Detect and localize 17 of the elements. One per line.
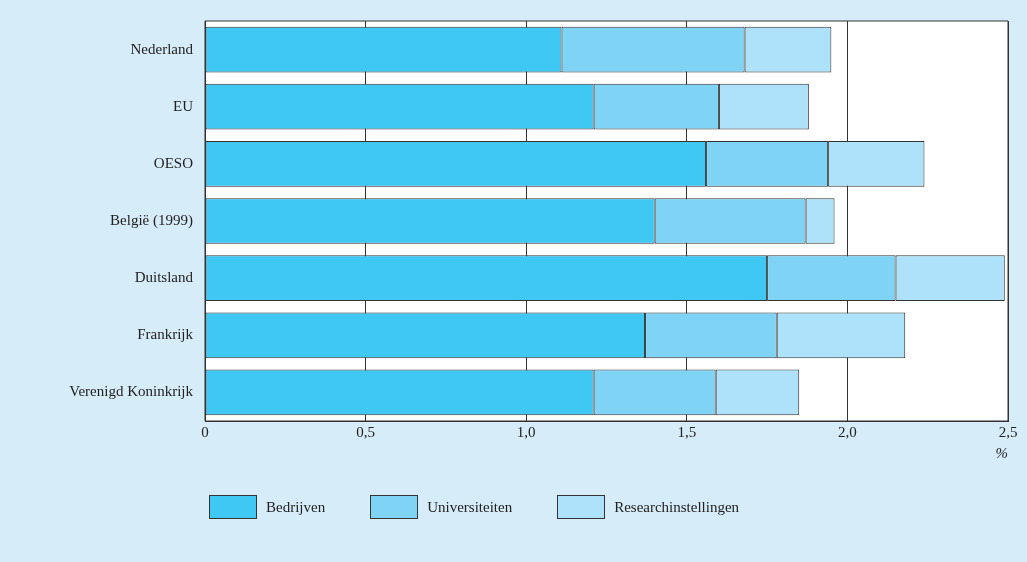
legend-label: Bedrijven bbox=[266, 498, 326, 516]
x-tick-label: 2,5 bbox=[998, 423, 1018, 440]
legend-label: Researchinstellingen bbox=[614, 498, 740, 516]
x-tick-label: 0,5 bbox=[356, 423, 375, 440]
legend-label: Universiteiten bbox=[427, 498, 513, 516]
x-tick-label: 2,0 bbox=[838, 423, 857, 440]
y-tick-label: België (1999) bbox=[110, 211, 193, 229]
x-axis-title: % bbox=[995, 444, 1008, 461]
y-tick-label: Verenigd Koninkrijk bbox=[69, 383, 194, 400]
y-tick-label: EU bbox=[173, 97, 194, 114]
y-tick-label: Duitsland bbox=[134, 269, 194, 286]
x-tick-label: 1,5 bbox=[677, 423, 697, 440]
x-tick-label: 0 bbox=[201, 423, 209, 440]
y-tick-label: Nederland bbox=[130, 40, 194, 57]
y-tick-label: Frankrijk bbox=[137, 326, 194, 343]
x-tick-label: 1,0 bbox=[516, 423, 536, 440]
y-tick-label: OESO bbox=[153, 154, 194, 171]
